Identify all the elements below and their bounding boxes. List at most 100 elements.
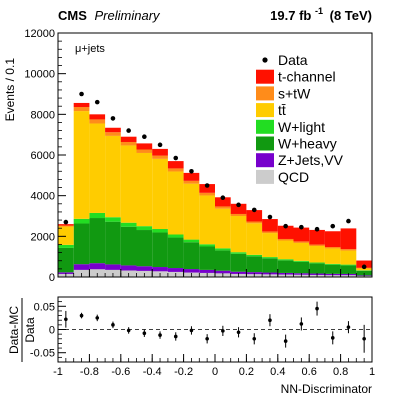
bar-s-tw-7 — [167, 168, 184, 172]
bar-w-light-2 — [89, 212, 106, 219]
ratio-point-9 — [205, 336, 209, 341]
legend-swatch-w-heavy — [256, 136, 274, 151]
bar-w-light-17 — [324, 263, 341, 265]
bar-w-light-7 — [167, 234, 184, 238]
series-t-channel — [58, 102, 372, 268]
ratio-point-10 — [221, 329, 225, 333]
bar-w-light-0 — [58, 244, 74, 248]
bar-z-jets-vv-5 — [136, 266, 153, 271]
y-tick-label-0: 0 — [49, 272, 55, 284]
bar-t-channel-5 — [136, 143, 153, 150]
bar-w-heavy-2 — [89, 218, 106, 264]
bar-t-channel-0 — [58, 224, 74, 226]
bar-s-tw-4 — [120, 141, 137, 146]
bar-z-jets-vv-2 — [89, 263, 106, 270]
bar-w-light-10 — [215, 248, 231, 251]
bar-w-light-12 — [246, 254, 263, 257]
luminosity-exponent: -1 — [315, 6, 323, 16]
data-point-7 — [173, 155, 179, 161]
bar-s-tw-12 — [246, 221, 263, 224]
bar-w-light-9 — [199, 244, 215, 247]
data-point-6 — [157, 142, 163, 148]
data-point-2 — [94, 99, 100, 105]
bar-t-channel-12 — [246, 210, 263, 222]
bar-w-light-16 — [309, 262, 325, 264]
data-point-3 — [110, 116, 116, 121]
ratio-point-6 — [158, 333, 162, 337]
bar-w-light-15 — [293, 260, 310, 262]
experiment-label: CMS — [58, 8, 87, 23]
ratio-point-3 — [111, 323, 115, 327]
legend-swatch-tt — [256, 103, 274, 118]
bar-z-jets-vv-6 — [152, 267, 168, 272]
bar-tt-1 — [73, 111, 90, 219]
x-tick-label-1: -0.8 — [80, 366, 99, 378]
ratio-point-8 — [189, 328, 194, 333]
bar-w-light-4 — [120, 222, 137, 227]
ratio-point-17 — [330, 336, 335, 340]
status-label: Preliminary — [95, 8, 162, 23]
data-point-13 — [267, 214, 273, 220]
bar-tt-15 — [293, 242, 310, 261]
bar-w-heavy-3 — [105, 221, 121, 265]
bar-t-channel-16 — [309, 229, 325, 245]
bar-t-channel-3 — [105, 127, 121, 133]
bar-s-tw-10 — [215, 206, 231, 209]
bar-s-tw-13 — [262, 231, 278, 234]
bar-t-channel-17 — [324, 231, 341, 248]
bar-w-light-11 — [230, 252, 247, 254]
bar-tt-18 — [340, 250, 357, 265]
data-points — [63, 91, 367, 270]
bar-w-heavy-11 — [230, 253, 247, 272]
bar-tt-12 — [246, 223, 263, 255]
bar-t-channel-18 — [340, 228, 357, 250]
bar-s-tw-15 — [293, 241, 310, 243]
ratio-plot: -0.05 0 0.05 -1 -0.8 -0.6 -0.4 -0.2 0 0.2 0.4 0.6 0.… — [30, 296, 375, 378]
ratio-point-0 — [64, 317, 68, 322]
series-s-tw — [58, 107, 372, 269]
ratio-point-13 — [268, 318, 272, 323]
bar-tt-11 — [230, 216, 247, 253]
legend-swatch-z-jets-vv — [256, 153, 274, 168]
ratio-y-tick-label-2: 0.05 — [34, 301, 55, 313]
ratio-y-tick-label-1: 0 — [49, 325, 55, 337]
data-point-11 — [236, 202, 241, 208]
legend: Datat-channels+tWtt̄W+lightW+heavyZ+Jets… — [256, 52, 344, 185]
legend-label-t-channel: t-channel — [278, 69, 336, 85]
bar-w-light-8 — [183, 239, 200, 243]
bar-z-jets-vv-11 — [230, 271, 247, 274]
legend-swatch-s-tw — [256, 86, 274, 101]
bar-tt-4 — [120, 145, 137, 223]
data-point-9 — [204, 183, 210, 188]
legend-label-w-light: W+light — [278, 119, 325, 135]
ratio-frame — [57, 296, 373, 363]
bar-s-tw-11 — [230, 213, 247, 216]
bar-w-heavy-18 — [340, 265, 357, 274]
x-tick-label-2: -0.6 — [111, 366, 130, 378]
bar-t-channel-2 — [89, 114, 106, 120]
bar-tt-9 — [199, 195, 215, 245]
y-tick-label-2: 4000 — [31, 191, 55, 203]
bar-w-heavy-12 — [246, 256, 263, 273]
legend-label-tt: tt̄ — [278, 102, 286, 118]
bar-s-tw-9 — [199, 192, 215, 196]
bar-w-heavy-7 — [167, 237, 184, 269]
data-point-5 — [142, 134, 147, 139]
y-tick-label-6: 12000 — [24, 28, 55, 40]
bar-z-jets-vv-7 — [167, 268, 184, 272]
bar-s-tw-0 — [58, 225, 74, 227]
bar-w-light-18 — [340, 264, 357, 266]
bar-s-tw-1 — [73, 107, 90, 112]
bar-s-tw-3 — [105, 132, 121, 136]
bar-w-light-1 — [73, 218, 90, 224]
bar-tt-2 — [89, 123, 106, 213]
series-w-heavy — [58, 218, 372, 276]
bar-t-channel-13 — [262, 219, 278, 232]
bar-tt-14 — [277, 240, 294, 260]
bar-w-heavy-5 — [136, 230, 153, 267]
bar-tt-10 — [215, 208, 231, 249]
bar-s-tw-8 — [183, 180, 200, 184]
x-tick-label-4: -0.2 — [174, 366, 193, 378]
data-point-0 — [63, 219, 69, 225]
